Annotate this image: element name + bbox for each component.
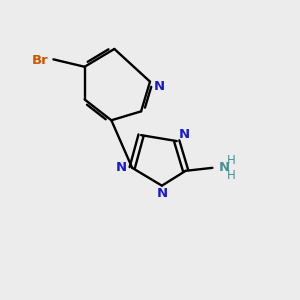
Text: Br: Br	[32, 54, 48, 67]
Text: N: N	[116, 161, 127, 174]
Text: H: H	[227, 154, 236, 167]
Text: N: N	[178, 128, 190, 141]
Text: N: N	[153, 80, 164, 94]
Text: H: H	[227, 169, 236, 182]
Text: N: N	[219, 161, 230, 174]
Text: N: N	[157, 188, 168, 200]
